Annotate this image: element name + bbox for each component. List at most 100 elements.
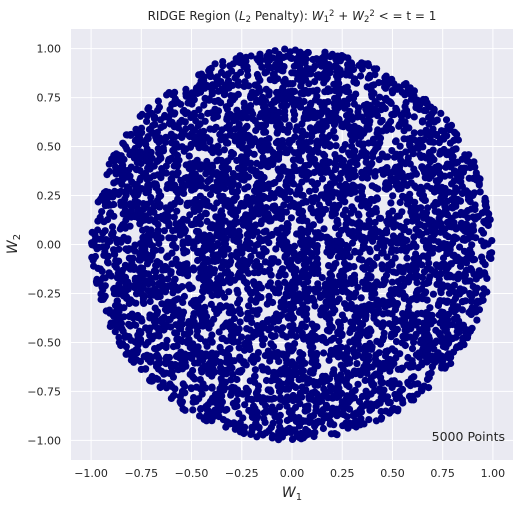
scatter-point — [196, 376, 204, 384]
scatter-point — [435, 329, 443, 337]
scatter-point — [296, 389, 304, 397]
scatter-point — [323, 158, 331, 166]
scatter-point — [298, 120, 306, 128]
scatter-point — [314, 285, 323, 293]
scatter-point — [109, 229, 117, 237]
scatter-point — [433, 351, 441, 359]
scatter-point — [284, 128, 292, 136]
scatter-point — [347, 209, 355, 217]
scatter-point — [250, 187, 259, 195]
scatter-point — [189, 373, 197, 381]
scatter-point — [365, 343, 373, 351]
scatter-point — [469, 191, 477, 200]
scatter-point — [275, 417, 284, 425]
scatter-point — [406, 363, 414, 371]
scatter-point — [288, 69, 296, 77]
scatter-point — [247, 296, 255, 304]
scatter-point — [295, 278, 303, 286]
scatter-point — [431, 207, 439, 215]
scatter-point — [215, 328, 223, 336]
scatter-point — [170, 148, 178, 156]
scatter-point — [418, 118, 426, 126]
scatter-point — [303, 315, 311, 324]
scatter-point — [186, 343, 194, 352]
scatter-point — [397, 267, 405, 275]
scatter-point — [210, 266, 219, 274]
scatter-point — [442, 343, 450, 351]
scatter-point — [231, 384, 239, 392]
scatter-point — [306, 87, 314, 95]
scatter-point — [228, 188, 237, 196]
scatter-point — [180, 292, 188, 300]
scatter-point — [441, 192, 449, 200]
scatter-point — [217, 402, 225, 410]
scatter-point — [398, 396, 406, 404]
scatter-point — [117, 319, 126, 328]
scatter-point — [363, 275, 371, 283]
scatter-point — [414, 318, 422, 326]
scatter-point — [330, 178, 339, 186]
scatter-point — [388, 357, 397, 365]
scatter-point — [423, 253, 431, 261]
scatter-point — [410, 338, 418, 346]
scatter-point — [253, 408, 261, 416]
scatter-point — [272, 245, 280, 253]
scatter-point — [218, 212, 226, 220]
scatter-point — [423, 325, 431, 333]
scatter-point — [302, 131, 310, 139]
scatter-point — [182, 110, 190, 118]
scatter-point — [265, 292, 273, 300]
scatter-point — [338, 267, 346, 275]
scatter-point — [137, 209, 145, 217]
scatter-point — [355, 398, 364, 406]
scatter-point — [222, 246, 230, 254]
scatter-point — [449, 204, 457, 212]
scatter-point — [170, 297, 178, 305]
scatter-point — [280, 398, 289, 406]
scatter-point — [266, 357, 274, 365]
scatter-point — [134, 311, 142, 320]
scatter-point — [354, 228, 362, 236]
scatter-point — [332, 205, 341, 213]
scatter-point — [223, 405, 231, 414]
scatter-point — [402, 98, 410, 107]
scatter-point — [404, 243, 413, 252]
scatter-point — [443, 250, 451, 258]
scatter-point — [478, 253, 486, 261]
scatter-point — [361, 237, 369, 245]
scatter-point — [270, 193, 278, 202]
scatter-point — [468, 159, 476, 167]
scatter-point — [276, 403, 284, 411]
scatter-point — [164, 113, 172, 122]
scatter-point — [234, 182, 242, 190]
scatter-point — [177, 399, 185, 407]
scatter-point — [405, 302, 413, 311]
scatter-point — [448, 180, 456, 188]
scatter-point — [399, 289, 407, 297]
scatter-point — [304, 168, 312, 177]
scatter-point — [296, 349, 304, 357]
scatter-point — [243, 114, 251, 122]
scatter-point — [319, 392, 327, 400]
scatter-point — [370, 148, 378, 156]
scatter-point — [318, 132, 327, 140]
scatter-point — [293, 396, 301, 404]
scatter-point — [243, 63, 251, 71]
scatter-point — [101, 227, 109, 235]
scatter-point — [224, 275, 232, 283]
scatter-point — [417, 204, 425, 212]
scatter-point — [148, 252, 156, 260]
scatter-point — [305, 161, 313, 169]
scatter-point — [247, 52, 255, 60]
scatter-point — [249, 358, 258, 366]
scatter-point — [326, 351, 334, 359]
scatter-point — [335, 295, 343, 303]
scatter-point — [419, 210, 427, 218]
scatter-point — [368, 182, 376, 190]
scatter-point — [240, 346, 249, 354]
scatter-point — [353, 409, 361, 417]
scatter-point — [144, 185, 153, 193]
scatter-point — [137, 270, 146, 278]
scatter-point — [411, 182, 419, 190]
scatter-point — [218, 348, 226, 356]
